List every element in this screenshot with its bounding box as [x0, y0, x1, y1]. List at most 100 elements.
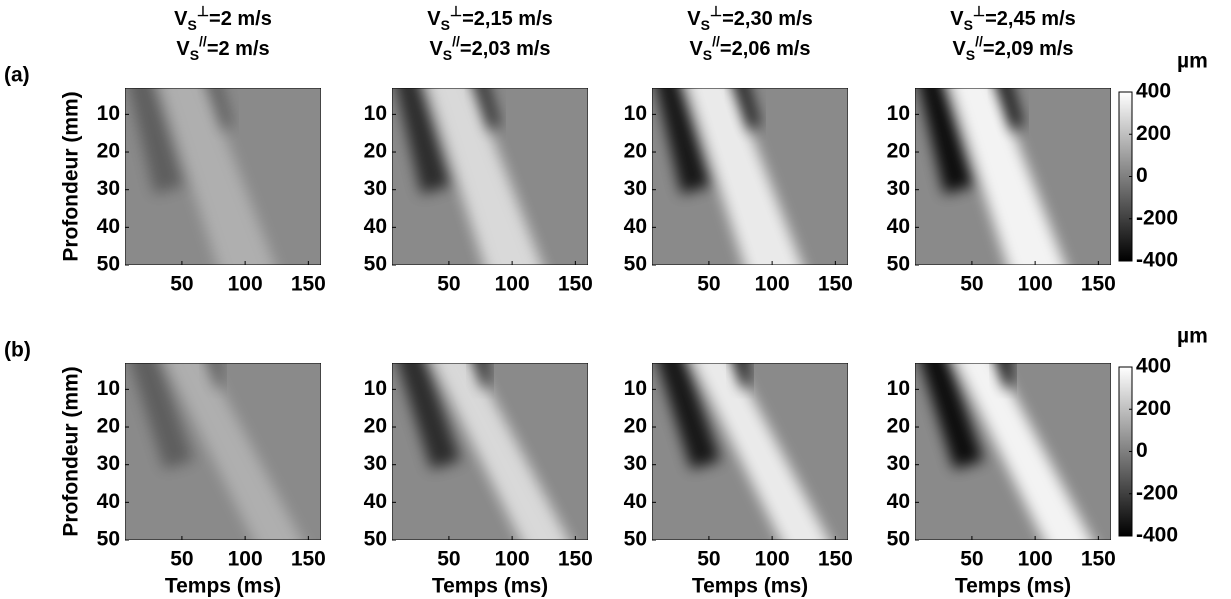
y-tick-label: 40	[97, 215, 120, 238]
title-sup: ⊥	[450, 3, 462, 19]
x-axis-label: Temps (ms)	[955, 575, 1071, 598]
panel-title: VS⊥=2 m/s	[174, 3, 272, 33]
y-tick-label: 30	[887, 452, 910, 475]
y-tick-label: 50	[624, 528, 647, 551]
field-band	[657, 363, 721, 470]
y-tick-label: 20	[887, 415, 910, 438]
x-axis-label: Temps (ms)	[165, 575, 281, 598]
title-sup: ⊥	[973, 3, 985, 19]
y-tick-label: 40	[97, 490, 120, 513]
x-tick-label: 150	[291, 548, 326, 571]
x-axis-label: Temps (ms)	[432, 575, 548, 598]
y-tick-label: 10	[887, 102, 910, 125]
field-band	[130, 363, 194, 470]
panel-title: VS//=2,09 m/s	[952, 33, 1073, 63]
field-band	[427, 88, 542, 265]
panel-title: VS⊥=2,45 m/s	[950, 3, 1076, 33]
title-base: V	[952, 38, 966, 60]
x-tick-label: 150	[1081, 273, 1116, 296]
x-tick-label: 150	[558, 273, 593, 296]
y-tick-label: 50	[364, 253, 387, 276]
colorbar-label: µm	[1177, 50, 1208, 73]
x-tick-label: 150	[1081, 548, 1116, 571]
field-band	[432, 363, 569, 540]
x-tick-label: 50	[960, 548, 983, 571]
field-band	[208, 88, 233, 133]
colorbar-tick-label: 0	[1136, 439, 1148, 462]
panel-label: (a)	[4, 64, 30, 87]
y-tick-label: 40	[887, 490, 910, 513]
title-sup: ⊥	[710, 3, 722, 19]
field-band	[397, 363, 461, 470]
y-tick-label: 20	[624, 415, 647, 438]
x-tick-label: 100	[228, 273, 263, 296]
y-tick-label: 10	[97, 102, 120, 125]
y-tick-label: 30	[364, 177, 387, 200]
title-text: =2,30 m/s	[722, 8, 813, 30]
x-tick-label: 50	[960, 273, 983, 296]
y-tick-label: 50	[97, 253, 120, 276]
y-tick-label: 50	[887, 253, 910, 276]
colorbar-tick-label: -400	[1136, 524, 1178, 547]
title-text: =2,45 m/s	[985, 8, 1076, 30]
y-tick-label: 30	[97, 177, 120, 200]
colorbar-tick-label: 400	[1136, 80, 1171, 103]
field-band	[160, 88, 275, 265]
field-band	[129, 88, 184, 195]
title-text: =2,03 m/s	[460, 38, 551, 60]
title-text: =2,09 m/s	[983, 38, 1074, 60]
y-tick-label: 20	[97, 415, 120, 438]
x-tick-label: 100	[755, 548, 790, 571]
field-band	[687, 88, 802, 265]
title-base: V	[687, 8, 701, 30]
colorbar-tick-label: 200	[1136, 122, 1171, 145]
y-axis-label: Profondeur (mm)	[60, 91, 83, 261]
x-tick-label: 100	[1018, 273, 1053, 296]
x-tick-label: 50	[170, 548, 193, 571]
panel-title: VS⊥=2,15 m/s	[427, 3, 553, 33]
y-tick-label: 40	[624, 215, 647, 238]
field-band	[920, 363, 984, 470]
y-tick-label: 10	[97, 377, 120, 400]
x-tick-label: 50	[437, 273, 460, 296]
heatmap-image	[915, 88, 1111, 265]
y-tick-label: 20	[624, 140, 647, 163]
y-tick-label: 30	[624, 452, 647, 475]
y-tick-label: 20	[364, 140, 387, 163]
heatmap-image	[652, 88, 848, 265]
title-sub: S	[441, 17, 450, 33]
title-sub: S	[187, 17, 196, 33]
field-band	[736, 88, 760, 133]
x-tick-label: 150	[558, 548, 593, 571]
y-tick-label: 30	[97, 452, 120, 475]
heatmap-image	[915, 363, 1111, 540]
y-axis-label: Profondeur (mm)	[60, 366, 83, 536]
x-axis-label: Temps (ms)	[692, 575, 808, 598]
y-tick-label: 50	[364, 528, 387, 551]
field-band	[735, 363, 750, 390]
field-band	[955, 363, 1092, 540]
x-tick-label: 50	[437, 548, 460, 571]
colorbar-tick-label: -200	[1136, 206, 1178, 229]
y-tick-label: 40	[364, 215, 387, 238]
x-tick-label: 50	[170, 273, 193, 296]
colorbar-tick-label: -200	[1136, 481, 1178, 504]
y-tick-label: 30	[364, 452, 387, 475]
field-band	[950, 88, 1065, 265]
y-tick-label: 10	[364, 377, 387, 400]
panel-title: VS//=2,03 m/s	[429, 33, 550, 63]
field-band	[396, 88, 451, 195]
y-tick-label: 20	[97, 140, 120, 163]
x-tick-label: 50	[697, 273, 720, 296]
y-tick-label: 30	[624, 177, 647, 200]
title-sup: //	[712, 33, 720, 49]
heatmap-image	[392, 363, 588, 540]
title-sup: ⊥	[197, 3, 209, 19]
colorbar-label: µm	[1177, 325, 1208, 348]
panel-title: VS//=2 m/s	[176, 33, 269, 63]
title-text: =2 m/s	[207, 38, 270, 60]
title-base: V	[689, 38, 703, 60]
title-text: =2 m/s	[209, 8, 272, 30]
y-tick-label: 30	[887, 177, 910, 200]
